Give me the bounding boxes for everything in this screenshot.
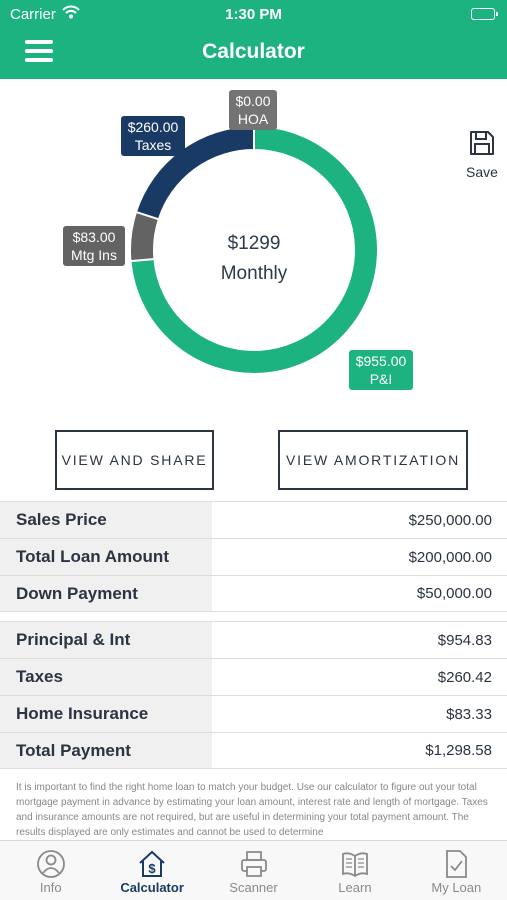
view-amortization-button[interactable]: VIEW AMORTIZATION bbox=[278, 430, 468, 490]
mortgage-insurance-callout: $83.00 Mtg Ins bbox=[63, 226, 125, 266]
mortgage-insurance-name: Mtg Ins bbox=[71, 247, 117, 263]
save-button[interactable]: Save bbox=[463, 130, 501, 180]
row-label: Sales Price bbox=[0, 502, 212, 538]
donut-slice-mtg-ins bbox=[129, 210, 161, 263]
tab-label: My Loan bbox=[431, 880, 482, 895]
person-info-icon bbox=[0, 849, 101, 879]
taxes-value: $260.00 bbox=[127, 119, 179, 135]
table-row: Taxes $260.42 bbox=[0, 658, 507, 695]
loan-summary-table: Sales Price $250,000.00 Total Loan Amoun… bbox=[0, 501, 507, 612]
donut-slice-p-i bbox=[129, 124, 379, 375]
disclaimer-text: It is important to find the right home l… bbox=[16, 782, 488, 838]
row-label: Down Payment bbox=[0, 576, 212, 611]
row-value: $83.33 bbox=[212, 696, 507, 732]
clock-time: 1:30 PM bbox=[225, 6, 282, 23]
save-label: Save bbox=[466, 164, 498, 180]
payment-breakdown-table: Principal & Int $954.83 Taxes $260.42 Ho… bbox=[0, 621, 507, 769]
monthly-label: Monthly bbox=[220, 263, 288, 284]
tab-my-loan[interactable]: My Loan bbox=[406, 841, 507, 900]
bottom-tab-bar: Info $ Calculator Scanner bbox=[0, 840, 507, 900]
row-value: $954.83 bbox=[212, 622, 507, 658]
svg-text:$: $ bbox=[148, 861, 156, 876]
app-header: Carrier 1:30 PM Calculator bbox=[0, 0, 507, 79]
tab-scanner[interactable]: Scanner bbox=[203, 841, 304, 900]
taxes-callout: $260.00 Taxes bbox=[121, 116, 185, 156]
donut-chart-svg bbox=[129, 124, 379, 375]
tab-label: Calculator bbox=[120, 880, 184, 895]
payment-donut-chart: $1299 Monthly $0.00 HOA $260.00 Taxes $8… bbox=[0, 80, 507, 420]
tab-calculator[interactable]: $ Calculator bbox=[101, 841, 202, 900]
document-check-icon bbox=[406, 849, 507, 879]
table-row: Sales Price $250,000.00 bbox=[0, 501, 507, 538]
row-label: Home Insurance bbox=[0, 696, 212, 732]
taxes-name: Taxes bbox=[134, 137, 172, 153]
table-row: Total Payment $1,298.58 bbox=[0, 732, 507, 769]
table-row: Home Insurance $83.33 bbox=[0, 695, 507, 732]
floppy-disk-icon bbox=[469, 131, 495, 160]
donut-slice-taxes bbox=[134, 124, 255, 221]
page-title: Calculator bbox=[202, 40, 305, 63]
table-row: Principal & Int $954.83 bbox=[0, 621, 507, 658]
tab-label: Info bbox=[39, 880, 62, 895]
hoa-value: $0.00 bbox=[235, 93, 271, 109]
row-label: Total Payment bbox=[0, 733, 212, 768]
monthly-total-amount: $1299 bbox=[227, 233, 281, 254]
printer-icon bbox=[203, 849, 304, 879]
row-label: Taxes bbox=[0, 659, 212, 695]
principal-interest-value: $955.00 bbox=[355, 353, 407, 369]
row-value: $1,298.58 bbox=[212, 733, 507, 768]
hoa-name: HOA bbox=[237, 111, 269, 127]
house-dollar-icon: $ bbox=[101, 849, 202, 879]
principal-interest-callout: $955.00 P&I bbox=[349, 350, 413, 390]
tab-label: Scanner bbox=[229, 880, 278, 895]
row-value: $50,000.00 bbox=[212, 576, 507, 611]
table-row: Down Payment $50,000.00 bbox=[0, 575, 507, 612]
open-book-icon bbox=[304, 849, 405, 879]
table-row: Total Loan Amount $200,000.00 bbox=[0, 538, 507, 575]
row-label: Total Loan Amount bbox=[0, 539, 212, 575]
battery-icon bbox=[471, 8, 498, 20]
principal-interest-name: P&I bbox=[369, 371, 393, 387]
tab-label: Learn bbox=[338, 880, 372, 895]
carrier-label: Carrier bbox=[10, 6, 56, 23]
tab-info[interactable]: Info bbox=[0, 841, 101, 900]
row-value: $200,000.00 bbox=[212, 539, 507, 575]
hoa-callout: $0.00 HOA bbox=[229, 90, 277, 130]
row-value: $250,000.00 bbox=[212, 502, 507, 538]
hamburger-menu-icon[interactable] bbox=[25, 40, 53, 64]
wifi-icon bbox=[62, 5, 80, 23]
view-and-share-button[interactable]: VIEW AND SHARE bbox=[55, 430, 214, 490]
tab-learn[interactable]: Learn bbox=[304, 841, 405, 900]
status-bar: Carrier 1:30 PM bbox=[0, 5, 507, 23]
mortgage-insurance-value: $83.00 bbox=[72, 229, 116, 245]
row-value: $260.42 bbox=[212, 659, 507, 695]
row-label: Principal & Int bbox=[0, 622, 212, 658]
